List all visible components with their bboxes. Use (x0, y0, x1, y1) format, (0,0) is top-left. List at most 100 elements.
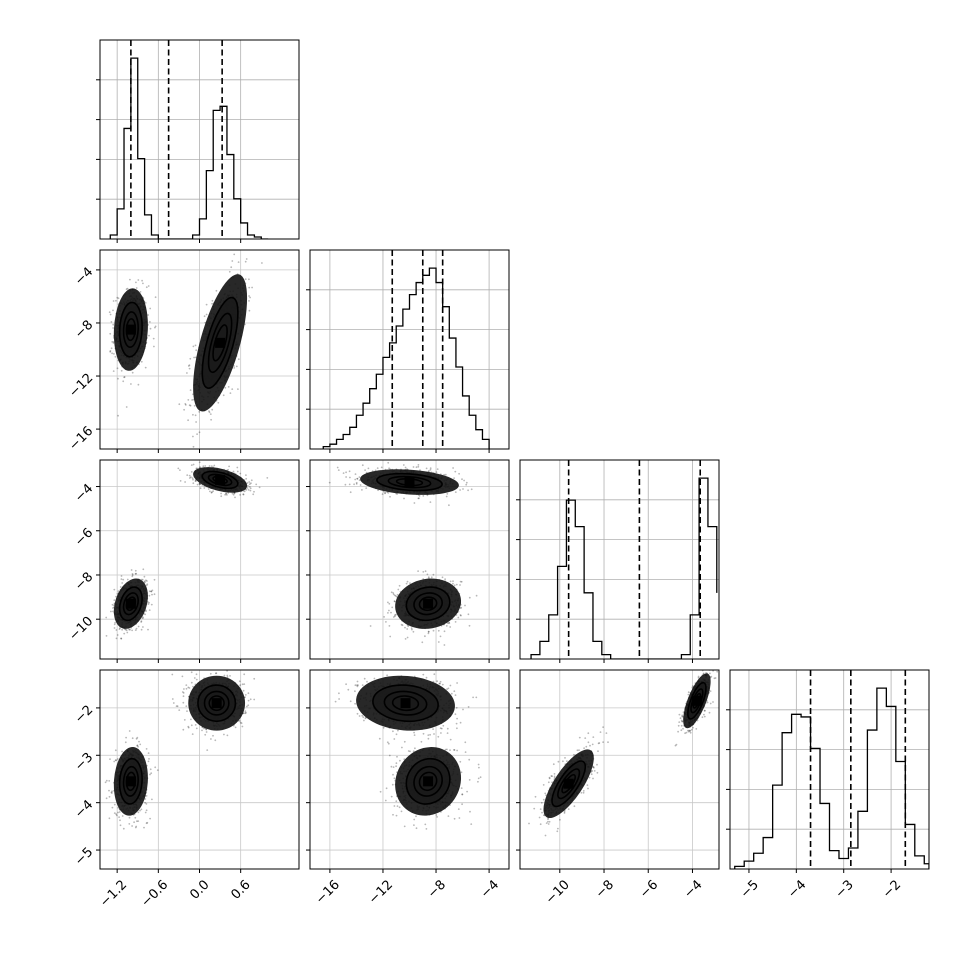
scatter-point (392, 592, 395, 594)
scatter-point (146, 821, 149, 824)
scatter-point (148, 334, 150, 337)
scatter-point (387, 612, 389, 614)
scatter-point (150, 590, 153, 593)
scatter-point (345, 471, 347, 474)
scatter-point (129, 628, 131, 631)
scatter-point (418, 495, 421, 497)
scatter-point (184, 403, 187, 405)
scatter-point (468, 596, 471, 599)
scatter-point (144, 801, 147, 804)
scatter-point (149, 817, 152, 820)
scatter-point (138, 740, 140, 743)
scatter-point (153, 593, 156, 596)
scatter-point (121, 582, 124, 584)
scatter-point (115, 595, 117, 598)
scatter-point (384, 492, 386, 495)
scatter-point (134, 816, 137, 819)
scatter-point (148, 609, 151, 611)
scatter-point (110, 321, 113, 323)
scatter-point (328, 481, 331, 484)
scatter-point (116, 367, 119, 370)
panel-frame (519, 459, 720, 660)
scatter-point (437, 629, 440, 632)
scatter-point (188, 477, 191, 479)
scatter-point (190, 718, 192, 721)
scatter-point (201, 729, 203, 732)
scatter-point (139, 743, 142, 746)
scatter-point (444, 473, 447, 476)
scatter-point (444, 578, 446, 581)
scatter-point (248, 309, 251, 312)
scatter-point (388, 609, 390, 612)
scatter-point (454, 470, 457, 473)
scatter-point (131, 573, 134, 575)
scatter-point (390, 611, 392, 614)
scatter-point (389, 495, 391, 498)
scatter-point (126, 287, 129, 290)
scatter-point (196, 483, 199, 486)
scatter-point (151, 798, 153, 801)
scatter-point (448, 504, 450, 507)
scatter-point (246, 484, 249, 487)
scatter-point (131, 371, 134, 374)
scatter-point (253, 490, 255, 493)
scatter-point (220, 495, 223, 498)
contour-line (418, 596, 438, 612)
scatter-point (195, 467, 198, 470)
scatter-point (134, 572, 137, 575)
scatter-point (192, 413, 194, 416)
scatter-point (266, 477, 269, 479)
panel-content (100, 460, 299, 659)
scatter-point (455, 583, 458, 586)
scatter-point (204, 733, 207, 736)
scatter-point (199, 483, 201, 485)
scatter-point (448, 621, 450, 624)
scatter-point (139, 291, 142, 293)
density-peak (125, 598, 136, 609)
scatter-point (247, 704, 250, 707)
scatter-point (131, 737, 134, 740)
scatter-point (147, 628, 149, 631)
scatter-point (387, 461, 390, 464)
scatter-point (337, 469, 340, 471)
scatter-point (393, 600, 396, 602)
scatter-point (215, 289, 218, 292)
scatter-point (187, 399, 190, 401)
scatter-point (144, 798, 147, 800)
scatter-point (120, 637, 123, 640)
scatter-point (248, 278, 250, 281)
scatter-point (244, 694, 247, 696)
scatter-point (452, 582, 454, 585)
scatter-point (354, 478, 357, 481)
scatter-point (116, 758, 119, 760)
scatter-point (145, 795, 148, 797)
scatter-point (224, 386, 227, 389)
scatter-point (145, 286, 148, 289)
scatter-point (392, 593, 395, 596)
scatter-point (119, 627, 121, 629)
panel-content (100, 250, 299, 449)
scatter-point (140, 620, 143, 622)
scatter-point (445, 625, 448, 627)
scatter-point (139, 809, 141, 812)
scatter-point (115, 637, 118, 640)
panel-content (310, 460, 509, 659)
scatter-point (121, 750, 123, 753)
scatter-point (464, 604, 466, 607)
scatter-point (425, 467, 428, 470)
contour-line (201, 470, 239, 490)
scatter-point (244, 260, 247, 263)
scatter-point (209, 672, 212, 675)
scatter-point (191, 733, 194, 735)
scatter-point (109, 350, 112, 353)
scatter-point (124, 628, 127, 631)
scatter-point (388, 625, 391, 627)
scatter-point (192, 685, 194, 688)
scatter-point (122, 578, 125, 581)
scatter-point (115, 759, 117, 762)
scatter-point (188, 404, 191, 406)
scatter-point (136, 744, 139, 747)
scatter-point (460, 606, 463, 609)
scatter-point (383, 616, 385, 618)
scatter-point (141, 578, 144, 581)
